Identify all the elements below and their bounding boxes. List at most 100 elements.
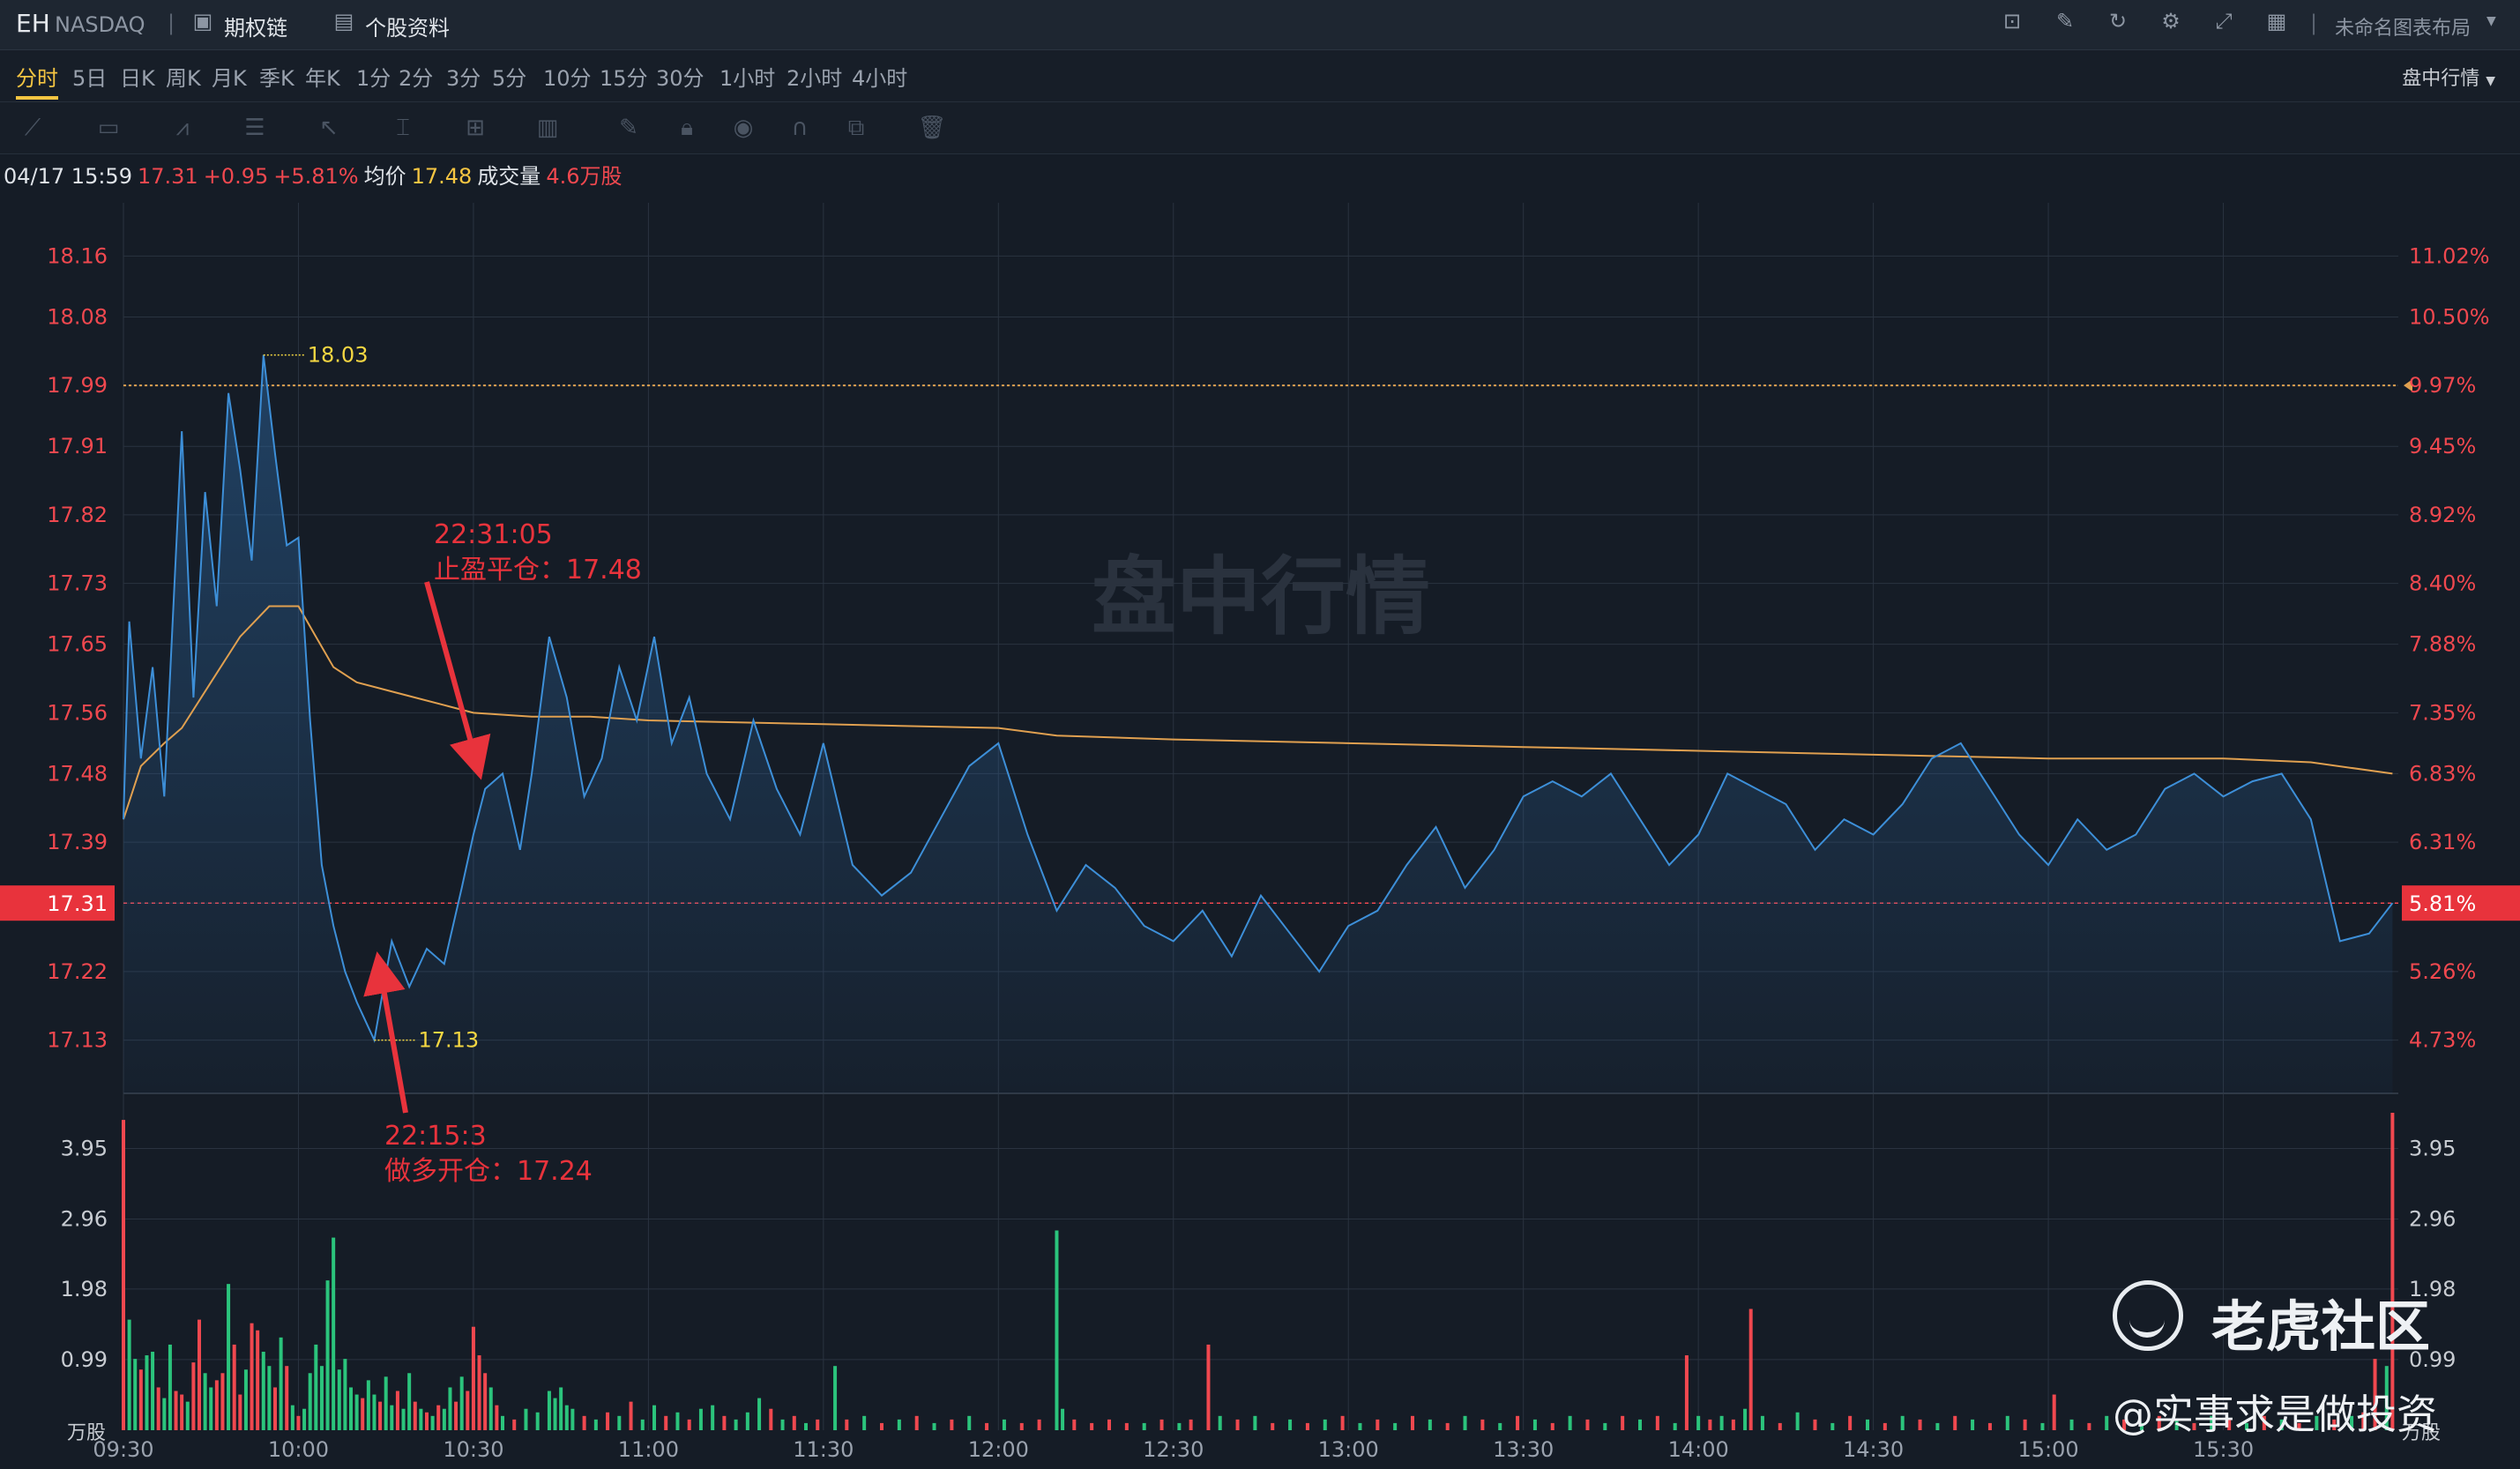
volume-bar — [378, 1401, 383, 1430]
period-tab[interactable]: 1小时 — [719, 66, 776, 91]
intraday-chart[interactable]: 盘中行情 18.03 17.13 18.16 18.08 17.99 17.91 17.8… — [0, 155, 2520, 1469]
pct-axis-label: 6.31% — [2409, 830, 2476, 854]
lock-icon[interactable]: 🔒︎ — [681, 115, 693, 141]
volume-bar — [227, 1284, 231, 1430]
fib-tool-icon[interactable]: ☰ — [244, 115, 265, 141]
volume-bar — [559, 1387, 563, 1430]
volume-bar — [652, 1405, 656, 1430]
volume-bar — [932, 1422, 936, 1430]
period-tab[interactable]: 5日 — [72, 66, 108, 91]
volume-bar — [459, 1376, 464, 1430]
volume-bar — [2227, 1419, 2232, 1430]
grid-layout-icon[interactable]: ▦ — [2266, 9, 2287, 34]
stock-info-icon[interactable]: ▤ — [333, 9, 354, 34]
label-tool-icon[interactable]: ⊞ — [466, 115, 485, 141]
volume-bar — [390, 1405, 394, 1430]
period-tab[interactable]: 日K — [120, 66, 155, 91]
volume-bar — [2373, 1359, 2377, 1430]
ticker-symbol[interactable]: EH — [16, 9, 50, 38]
low-label: 17.13 — [418, 1028, 479, 1053]
period-tab[interactable]: 10分 — [543, 66, 592, 91]
volume-unit-label: 万股 — [67, 1422, 106, 1444]
trash-icon[interactable]: 🗑︎ — [917, 115, 947, 141]
volume-bar — [1778, 1422, 1782, 1430]
volume-bar — [1305, 1422, 1309, 1430]
quote-datetime: 04/17 15:59 — [4, 164, 132, 189]
draw-icon[interactable]: ✎ — [2055, 9, 2075, 34]
arrow-tool-icon[interactable]: ↖ — [319, 115, 339, 141]
stock-info-button[interactable]: 个股资料 — [365, 16, 450, 41]
period-tab[interactable]: 2小时 — [787, 66, 843, 91]
volume-bar — [792, 1415, 796, 1430]
period-tab[interactable]: 周K — [166, 66, 201, 91]
options-chain-button[interactable]: 期权链 — [224, 16, 287, 41]
volume-bar — [2279, 1419, 2284, 1430]
clone-icon[interactable]: ⧉ — [847, 115, 865, 141]
volume-bar — [698, 1408, 703, 1430]
rect-tool-icon[interactable]: ▭ — [97, 115, 120, 141]
period-tab[interactable]: 3分 — [446, 66, 481, 91]
exchange-label: NASDAQ — [55, 12, 145, 37]
options-chain-icon[interactable]: ▣ — [192, 9, 213, 34]
time-axis-label: 12:30 — [1143, 1437, 1204, 1462]
period-tab[interactable]: 2分 — [399, 66, 434, 91]
volume-bar — [413, 1401, 417, 1430]
price-axis-label: 17.65 — [47, 632, 108, 657]
refresh-icon[interactable]: ↻ — [2108, 9, 2128, 34]
current-price-badge-label: 17.31 — [47, 891, 108, 916]
period-tab[interactable]: 15分 — [600, 66, 648, 91]
layout-dropdown[interactable]: 未命名图表布局 — [2335, 18, 2472, 40]
volume-bar — [419, 1408, 423, 1430]
time-axis-label: 09:30 — [93, 1437, 153, 1462]
volume-bar — [1883, 1422, 1887, 1430]
volume-bar — [232, 1344, 236, 1430]
period-tab[interactable]: 5分 — [492, 66, 527, 91]
volume-bar — [2390, 1113, 2395, 1430]
magnet-icon[interactable]: ∩ — [791, 115, 809, 141]
volume-unit-label-right: 万股 — [2402, 1422, 2441, 1444]
eye-icon[interactable]: ◉ — [733, 115, 754, 141]
volume-axis-label-right: 2.96 — [2409, 1207, 2456, 1232]
volume-bar — [354, 1394, 359, 1430]
pen-icon[interactable]: ✎ — [619, 115, 638, 141]
volume-bar — [629, 1401, 633, 1430]
chevron-down-icon[interactable]: ▼ — [2486, 14, 2496, 28]
volume-bar — [1288, 1419, 1293, 1430]
period-tab[interactable]: 季K — [259, 66, 294, 91]
volume-bar — [593, 1419, 598, 1430]
period-tab[interactable]: 月K — [212, 66, 247, 91]
fullscreen-icon[interactable]: ⤢ — [2215, 9, 2233, 34]
volume-bar — [1748, 1309, 1753, 1430]
volume-bar — [2315, 1415, 2319, 1430]
volume-bar — [308, 1373, 312, 1430]
volume-bar — [1655, 1415, 1659, 1430]
volume-bar — [711, 1405, 715, 1430]
measure-tool-icon[interactable]: ▥ — [536, 115, 559, 141]
period-tab[interactable]: 4小时 — [852, 66, 908, 91]
volume-bar — [1830, 1422, 1835, 1430]
pct-axis-label: 11.02% — [2409, 243, 2490, 268]
text-tool-icon[interactable]: ⌶ — [396, 115, 410, 141]
screenshot-icon[interactable]: ⊡ — [2002, 9, 2022, 34]
volume-bar — [1568, 1415, 1572, 1430]
line-tool-icon[interactable]: ⟋ — [24, 115, 41, 141]
session-dropdown[interactable]: 盘中行情 ▼ — [2402, 63, 2495, 91]
volume-bar — [501, 1415, 504, 1430]
period-tab[interactable]: 1分 — [356, 66, 391, 91]
avg-price-label: 均价 — [363, 164, 406, 189]
volume-bar — [769, 1408, 773, 1430]
volume-bar — [880, 1422, 883, 1430]
period-tab[interactable]: 30分 — [656, 66, 705, 91]
pct-axis-label: 7.35% — [2409, 700, 2476, 725]
chart-watermark: 盘中行情 — [1092, 548, 1430, 646]
period-tab[interactable]: 年K — [305, 66, 340, 91]
volume-bar — [1696, 1415, 1701, 1430]
volume-bar — [897, 1419, 901, 1430]
volume-bar — [325, 1280, 330, 1430]
period-tab[interactable]: 分时 — [16, 66, 58, 91]
pattern-tool-icon[interactable]: ⩘ — [175, 115, 190, 141]
price-axis-label: 18.08 — [47, 304, 108, 329]
price-axis-label: 17.99 — [47, 373, 108, 398]
volume-bar — [862, 1415, 867, 1430]
settings-icon[interactable]: ⚙ — [2161, 9, 2181, 34]
